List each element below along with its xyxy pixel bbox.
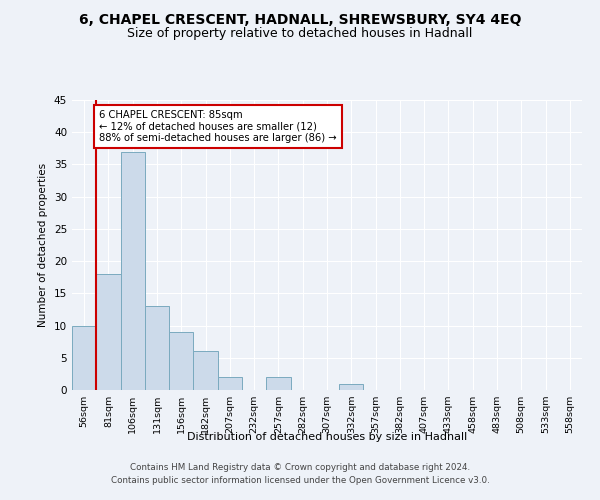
Bar [169, 332, 193, 390]
Bar [193, 352, 218, 390]
Bar [121, 152, 145, 390]
Text: Contains public sector information licensed under the Open Government Licence v3: Contains public sector information licen… [110, 476, 490, 485]
Text: Contains HM Land Registry data © Crown copyright and database right 2024.: Contains HM Land Registry data © Crown c… [130, 464, 470, 472]
Y-axis label: Number of detached properties: Number of detached properties [38, 163, 49, 327]
Bar [218, 377, 242, 390]
Bar [145, 306, 169, 390]
Bar [266, 377, 290, 390]
Text: Size of property relative to detached houses in Hadnall: Size of property relative to detached ho… [127, 28, 473, 40]
Bar [72, 326, 96, 390]
Text: 6 CHAPEL CRESCENT: 85sqm
← 12% of detached houses are smaller (12)
88% of semi-d: 6 CHAPEL CRESCENT: 85sqm ← 12% of detach… [99, 110, 337, 143]
Text: Distribution of detached houses by size in Hadnall: Distribution of detached houses by size … [187, 432, 467, 442]
Bar [339, 384, 364, 390]
Bar [96, 274, 121, 390]
Text: 6, CHAPEL CRESCENT, HADNALL, SHREWSBURY, SY4 4EQ: 6, CHAPEL CRESCENT, HADNALL, SHREWSBURY,… [79, 12, 521, 26]
